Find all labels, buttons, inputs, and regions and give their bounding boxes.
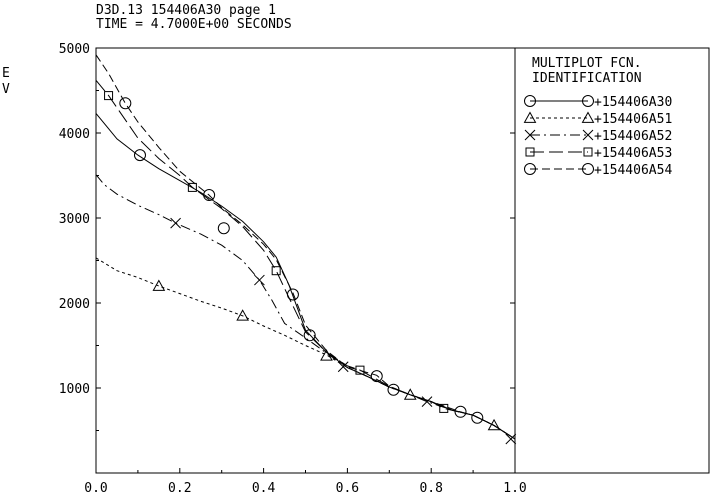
x-axis-ticks: 0.0 0.2 0.4 0.6 0.8 1.0	[84, 468, 527, 496]
legend-marker-start-2	[523, 111, 537, 123]
x-tick-label-4: 0.8	[419, 481, 442, 493]
legend-marker-end-1	[582, 95, 594, 107]
legend-marker-start-1	[524, 95, 536, 107]
y-axis-label-char-2: V	[2, 82, 10, 97]
y-tick-label-3: 4000	[59, 127, 90, 142]
header-line-1: D3D.13 154406A30 page 1	[96, 3, 276, 18]
y-axis-label-char-1: E	[2, 66, 10, 81]
series-2	[95, 257, 516, 440]
legend-label-1: +154406A30	[594, 95, 672, 110]
x-tick-label-5: 1.0	[503, 481, 526, 493]
legend-entries: +154406A30 +154406A51 +154406A52 +154406A53…	[523, 95, 672, 178]
legend-label-4: +154406A53	[594, 146, 672, 161]
legend-entry-5: +154406A54	[524, 163, 672, 178]
legend-marker-start-3	[524, 129, 536, 141]
series-3	[95, 174, 517, 445]
series-line-4	[95, 79, 516, 440]
series-4-marker-4	[439, 403, 449, 413]
series-4-marker-0	[104, 91, 114, 101]
y-tick-label-2: 3000	[59, 212, 90, 227]
x-tick-label-2: 0.4	[252, 481, 276, 493]
series-5-marker-3	[370, 370, 383, 383]
legend-marker-end-2	[581, 111, 595, 123]
legend-marker-end-4	[583, 147, 593, 157]
x-tick-label-0: 0.0	[84, 481, 107, 493]
y-tick-label-4: 5000	[59, 42, 90, 57]
series-5-marker-2	[286, 288, 299, 301]
series-2-marker-4	[487, 418, 501, 431]
series-line-5	[95, 54, 516, 440]
series-line-2	[95, 257, 516, 440]
legend-entry-2: +154406A51	[523, 111, 672, 127]
legend-frame	[514, 47, 710, 474]
legend-label-3: +154406A52	[594, 129, 672, 144]
legend-entry-3: +154406A52	[524, 129, 672, 144]
series-4	[95, 79, 516, 440]
series-1-marker-1	[217, 222, 230, 235]
series-3-marker-1	[254, 274, 265, 286]
header-line-2: TIME = 4.7000E+00 SECONDS	[96, 17, 292, 32]
y-axis-ticks: 1000 2000 3000 4000 5000	[59, 42, 515, 431]
series-1-marker-4	[471, 411, 484, 424]
legend-label-5: +154406A54	[594, 163, 672, 178]
x-tick-label-1: 0.2	[168, 481, 191, 493]
series-2-marker-1	[236, 309, 249, 321]
series-4-marker-3	[355, 365, 365, 375]
series-5-marker-0	[119, 97, 132, 110]
series-3-marker-4	[505, 433, 517, 445]
series-3-marker-3	[421, 396, 433, 407]
legend: MULTIPLOT FCN. IDENTIFICATION +154406A30…	[523, 56, 672, 178]
series-5-marker-1	[203, 189, 216, 202]
legend-title-line-2: IDENTIFICATION	[532, 71, 642, 86]
series-line-3	[95, 174, 516, 440]
y-tick-label-1: 2000	[59, 297, 90, 312]
legend-entry-1: +154406A30	[524, 95, 672, 110]
series-3-marker-2	[337, 361, 349, 373]
legend-marker-end-3	[582, 129, 594, 141]
series-4-marker-1	[187, 182, 197, 192]
series-5	[95, 54, 516, 440]
series-4-marker-2	[271, 266, 281, 276]
legend-marker-start-4	[525, 147, 535, 157]
series-line-1	[95, 113, 516, 440]
series-2-marker-0	[152, 279, 166, 291]
legend-marker-end-5	[582, 163, 594, 175]
legend-title-line-1: MULTIPLOT FCN.	[532, 56, 642, 71]
series-1	[95, 113, 516, 440]
series-1-marker-0	[133, 149, 146, 162]
y-tick-label-0: 1000	[59, 382, 90, 397]
x-tick-label-3: 0.6	[336, 481, 359, 493]
series-3-marker-0	[170, 217, 181, 229]
legend-label-2: +154406A51	[594, 112, 672, 127]
series-layer	[95, 54, 517, 445]
legend-marker-start-5	[524, 163, 536, 175]
legend-entry-4: +154406A53	[525, 146, 672, 161]
series-5-marker-4	[454, 405, 467, 418]
